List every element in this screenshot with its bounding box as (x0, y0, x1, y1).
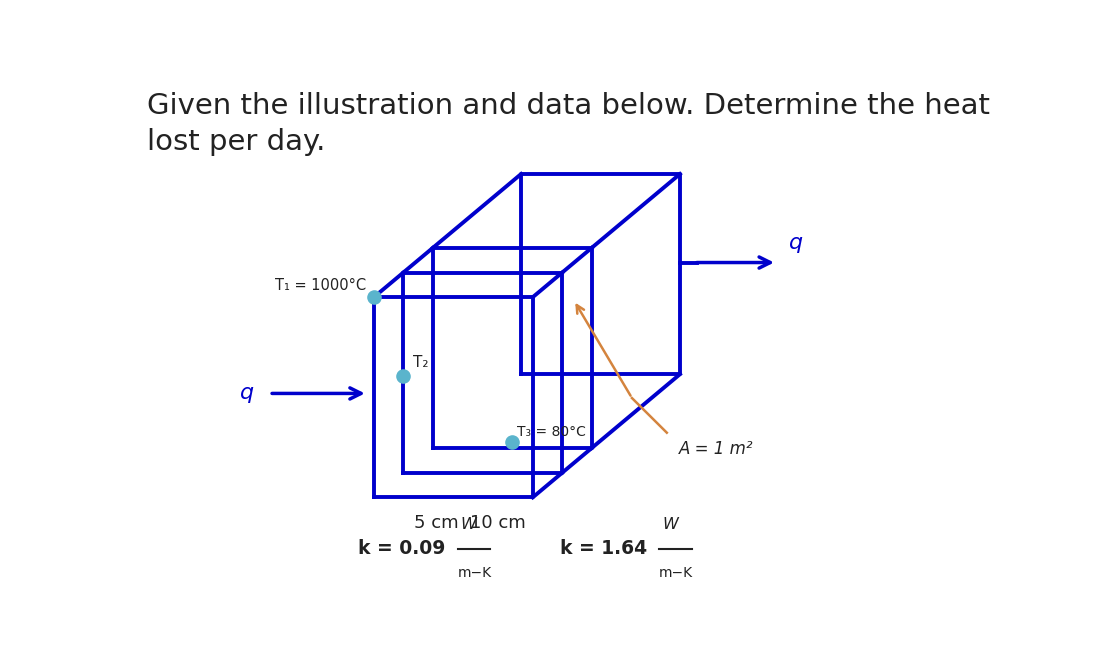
Point (395, 371, 412, 382)
Text: q: q (240, 384, 254, 404)
Text: m−K: m−K (659, 566, 693, 580)
Point (365, 292, 383, 303)
Text: 5 cm: 5 cm (414, 514, 459, 532)
Text: A = 1 m²: A = 1 m² (679, 440, 752, 458)
Text: m−K: m−K (458, 566, 492, 580)
Text: lost per day.: lost per day. (146, 128, 326, 156)
Text: T₁ = 1000°C: T₁ = 1000°C (275, 277, 366, 293)
Text: Given the illustration and data below. Determine the heat: Given the illustration and data below. D… (146, 91, 990, 119)
Text: W: W (662, 517, 678, 532)
Text: k = 1.64: k = 1.64 (560, 540, 647, 558)
Text: T₂: T₂ (414, 356, 429, 370)
Text: q: q (789, 233, 803, 253)
Text: k = 0.09: k = 0.09 (359, 540, 446, 558)
Text: T₃ = 80°C: T₃ = 80°C (517, 425, 585, 439)
Point (504, 437, 521, 448)
Text: W: W (461, 517, 476, 532)
Text: 10 cm: 10 cm (470, 514, 526, 532)
